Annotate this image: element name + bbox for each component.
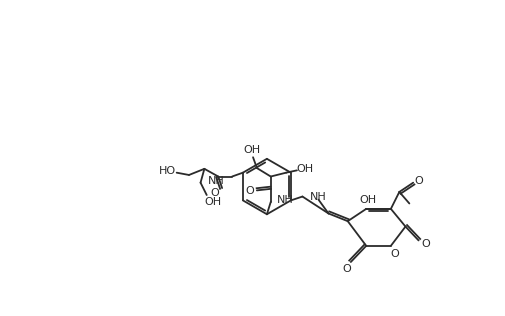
Text: O: O [342,264,351,274]
Text: OH: OH [205,197,221,207]
Text: OH: OH [296,164,313,174]
Text: O: O [210,188,219,198]
Text: HO: HO [159,166,176,176]
Text: NH: NH [208,176,224,186]
Text: O: O [390,248,399,258]
Text: O: O [414,176,423,186]
Text: OH: OH [243,145,260,155]
Text: O: O [245,186,255,196]
Text: NH: NH [277,195,293,205]
Text: OH: OH [359,195,376,205]
Text: O: O [421,239,430,249]
Text: NH: NH [310,191,327,202]
